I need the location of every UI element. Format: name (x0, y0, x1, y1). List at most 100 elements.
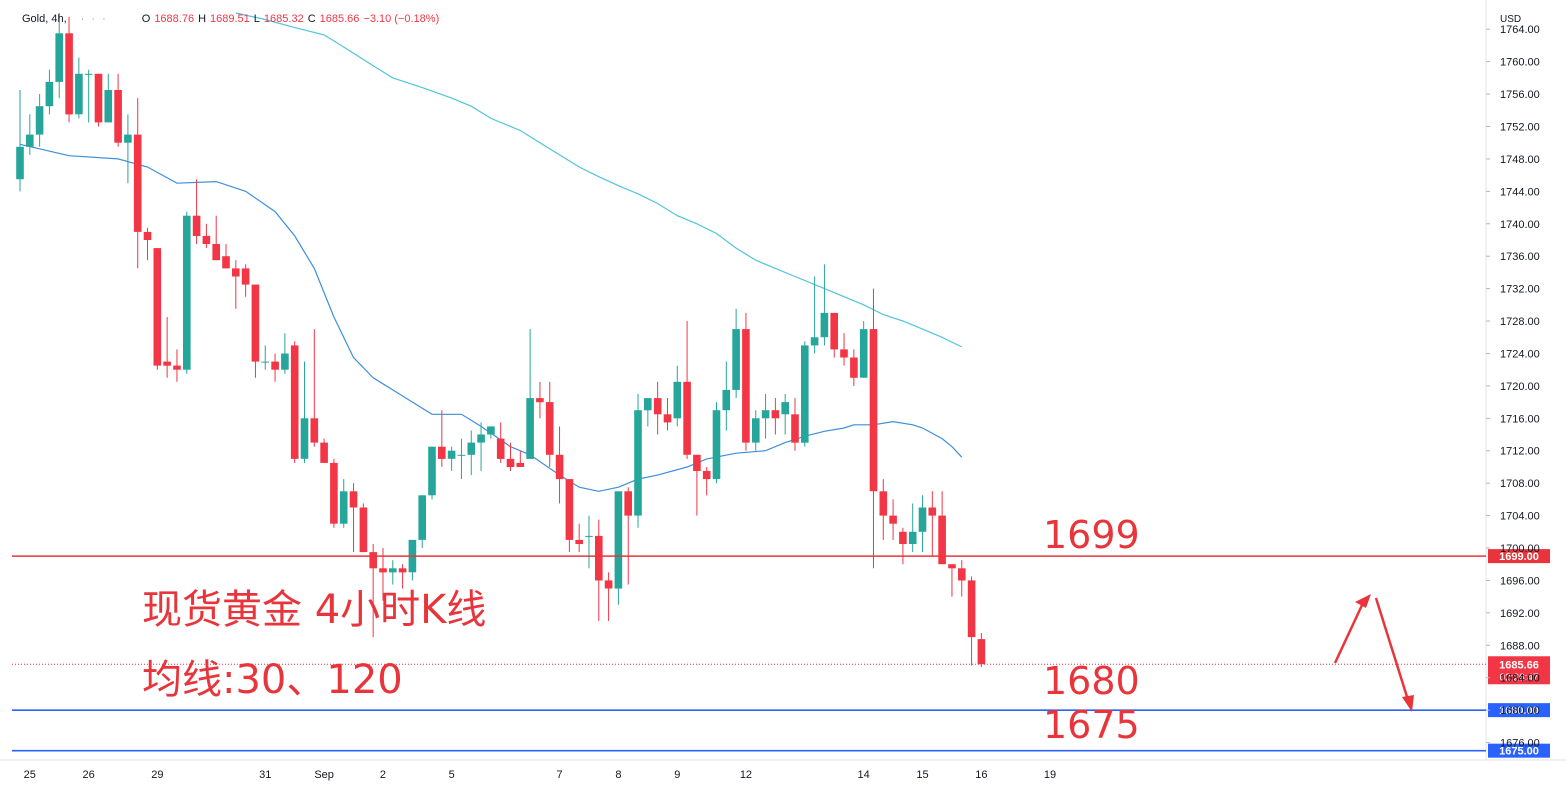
level-tag-1675[interactable] (1488, 743, 1550, 758)
candle[interactable] (752, 410, 760, 451)
candle[interactable] (536, 381, 544, 419)
candle[interactable] (771, 398, 780, 435)
candle[interactable] (624, 487, 632, 585)
candle[interactable] (840, 333, 848, 366)
candle[interactable] (742, 312, 750, 451)
time-axis[interactable]: 25 26 29 31 Sep 2 5 7 8 9 12 14 15 16 19 (24, 769, 1056, 781)
candle[interactable] (938, 491, 946, 565)
candle[interactable] (133, 98, 142, 269)
candle[interactable] (967, 576, 976, 666)
candle[interactable] (281, 333, 289, 374)
symbol-label[interactable]: Gold, 4h, (22, 13, 67, 25)
candle[interactable] (722, 361, 731, 431)
candle[interactable] (428, 446, 436, 500)
candle[interactable] (65, 17, 73, 123)
candle[interactable] (143, 227, 152, 261)
candle[interactable] (339, 479, 348, 528)
candle[interactable] (506, 442, 515, 472)
candle[interactable] (447, 446, 456, 472)
candle[interactable] (496, 422, 505, 463)
candle[interactable] (163, 316, 171, 378)
candle[interactable] (850, 349, 858, 386)
candle[interactable] (26, 114, 34, 155)
candle[interactable] (585, 515, 593, 569)
candle[interactable] (212, 215, 220, 261)
candle[interactable] (545, 381, 554, 467)
candle[interactable] (653, 381, 662, 435)
candle[interactable] (438, 410, 446, 467)
candle[interactable] (516, 450, 525, 467)
candle[interactable] (908, 503, 917, 553)
candle[interactable] (84, 69, 93, 123)
candle[interactable] (241, 264, 250, 297)
candle[interactable] (712, 402, 721, 484)
candle[interactable] (477, 422, 485, 472)
candle[interactable] (810, 276, 819, 354)
candle[interactable] (75, 57, 83, 119)
candle[interactable] (320, 438, 328, 463)
candle[interactable] (192, 179, 201, 245)
currency-label[interactable]: USD (1500, 14, 1522, 25)
candle[interactable] (310, 329, 319, 447)
candle[interactable] (124, 114, 132, 184)
candle[interactable] (271, 353, 279, 382)
candle[interactable] (349, 483, 358, 553)
candle[interactable] (830, 312, 838, 358)
candle[interactable] (398, 564, 407, 589)
candle[interactable] (634, 394, 642, 528)
candle[interactable] (55, 13, 63, 99)
candle[interactable] (595, 519, 603, 621)
candle[interactable] (232, 260, 240, 309)
candle[interactable] (575, 523, 583, 553)
candle[interactable] (251, 284, 260, 378)
candle[interactable] (202, 223, 211, 249)
candle[interactable] (555, 426, 564, 504)
level-tag-1699[interactable] (1488, 549, 1550, 564)
candle[interactable] (702, 466, 711, 496)
candle[interactable] (663, 398, 672, 431)
more-options-icon[interactable]: · · · (80, 13, 108, 25)
candle[interactable] (104, 73, 113, 123)
candle[interactable] (153, 248, 162, 370)
candle[interactable] (467, 430, 476, 476)
candle[interactable] (359, 503, 368, 553)
candle[interactable] (487, 426, 495, 439)
candle[interactable] (183, 211, 191, 374)
candle[interactable] (565, 479, 574, 553)
candle[interactable] (369, 543, 377, 638)
candle[interactable] (683, 321, 691, 459)
candle[interactable] (114, 73, 122, 147)
candle[interactable] (173, 349, 181, 382)
candle[interactable] (948, 564, 956, 597)
candle[interactable] (457, 438, 466, 480)
candle[interactable] (644, 398, 652, 427)
candle[interactable] (330, 458, 338, 528)
candle[interactable] (791, 398, 799, 451)
candle[interactable] (389, 560, 397, 585)
candle[interactable] (35, 94, 44, 147)
candle[interactable] (261, 345, 269, 370)
last-price-tag[interactable] (1488, 656, 1550, 685)
candle[interactable] (300, 361, 309, 463)
candle[interactable] (693, 454, 701, 516)
candle[interactable] (761, 394, 770, 439)
candle[interactable] (977, 633, 986, 668)
candle[interactable] (604, 572, 613, 621)
candle[interactable] (45, 69, 54, 115)
level-tag-1680[interactable] (1488, 703, 1550, 718)
candle[interactable] (94, 73, 103, 127)
candle[interactable] (899, 527, 907, 565)
candle[interactable] (918, 495, 927, 553)
candle[interactable] (879, 479, 888, 540)
candle[interactable] (958, 560, 966, 597)
candle[interactable] (673, 365, 682, 427)
candle[interactable] (928, 491, 937, 557)
candle[interactable] (16, 90, 24, 192)
candle[interactable] (820, 264, 829, 346)
candle[interactable] (859, 321, 868, 378)
candle[interactable] (889, 499, 897, 540)
candles[interactable] (16, 13, 986, 668)
